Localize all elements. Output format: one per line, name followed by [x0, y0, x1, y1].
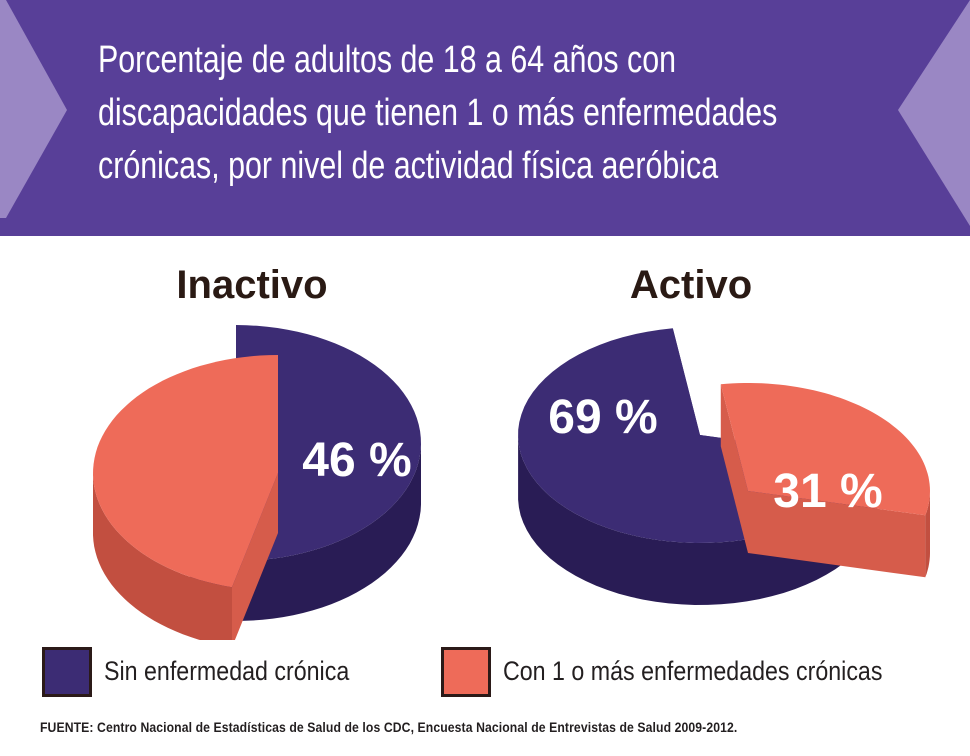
pie-slice-top [93, 355, 278, 588]
pie-slice-side [925, 491, 930, 578]
title-line: discapacidades que tienen 1 o más enferm… [98, 92, 778, 134]
pie-slice-cut-face [748, 491, 926, 578]
pie-inactivo: 54 %46 % [93, 325, 421, 640]
pie-title-inactivo: Inactivo [176, 263, 328, 307]
pie-slice-cut-face [720, 384, 748, 553]
pie-slice: 31 % [720, 383, 930, 578]
right-chevron-shape [898, 0, 970, 226]
pie-slice-cut-face [231, 473, 278, 640]
pie-slice: 46 % [93, 355, 412, 640]
legend-label: Con 1 o más enfermedades crónicas [503, 656, 883, 686]
chart-title: Porcentaje de adultos de 18 a 64 años co… [98, 34, 898, 193]
pie-slice-top [720, 383, 930, 516]
left-chevron-shape [0, 0, 67, 218]
legend-swatch-coral [441, 647, 491, 697]
pie-slice-label: 46 % [302, 434, 411, 487]
title-line: Porcentaje de adultos de 18 a 64 años co… [98, 39, 677, 81]
pie-slice-label: 31 % [773, 465, 882, 518]
banner-decoration [0, 0, 970, 226]
pie-slice-side [93, 475, 232, 640]
legend-swatch-navy [42, 647, 92, 697]
pie-charts: 54 %46 % 69 % 31 % [93, 325, 930, 640]
legend-label: Sin enfermedad crónica [104, 656, 350, 686]
title-banner: Porcentaje de adultos de 18 a 64 años co… [0, 0, 970, 236]
pie-title-activo: Activo [629, 263, 753, 307]
title-line: crónicas, por nivel de actividad física … [98, 145, 719, 187]
pie-slice-label: 69 % [548, 391, 657, 444]
pie-slice-side [518, 437, 878, 605]
source-note: FUENTE: Centro Nacional de Estadísticas … [40, 720, 738, 735]
pie-activo: 69 % 31 % [518, 328, 930, 605]
charts-area: 54 %46 % 69 % 31 % Inactivo Activo [0, 240, 970, 640]
